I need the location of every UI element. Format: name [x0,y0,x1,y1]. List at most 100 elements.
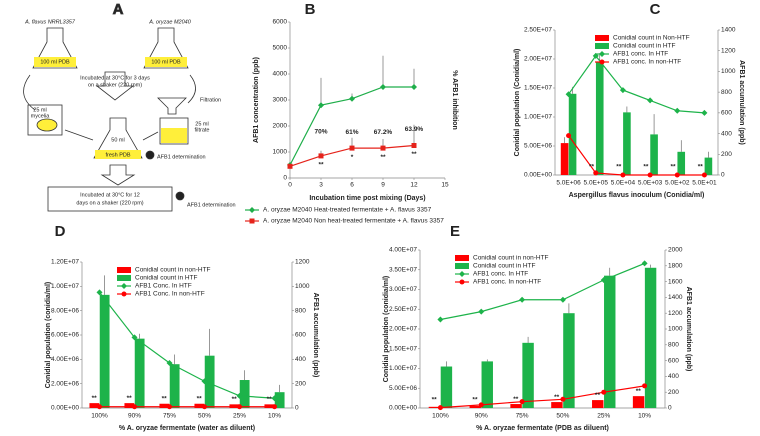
y-tick-label: 3.00E+07 [389,286,417,293]
y-axis-label: Conidial population (conidia/ml) [383,276,390,383]
legend-swatch [455,255,469,261]
y-tick-label: 2.50E+07 [389,306,417,313]
bar [704,157,713,175]
label: Filtration [200,97,221,103]
marker [601,389,607,395]
bar [592,400,604,408]
x-tick-label: 90% [475,413,488,420]
marker [620,172,626,178]
legend-label: Conidial count in HTF [473,263,536,270]
legend-marker [121,283,127,289]
y2-axis-label: % AFB1 inhibition [451,70,458,130]
legend-swatch [595,35,609,41]
bar [134,338,145,408]
y-tick-label: 1.00E+07 [389,365,417,372]
bar [510,404,522,408]
marker [318,153,324,159]
legend-label: AFB1 conc. In HTF [613,51,668,58]
label: Incubated at 30°C for 3 days [80,75,150,81]
marker [166,359,173,366]
marker [271,395,278,402]
legend-marker [599,59,605,65]
arrow [23,74,196,111]
bar [677,151,686,175]
legend-label: AFB1 conc. In HTF [473,271,528,278]
marker [519,399,525,405]
y-tick-label: 3000 [273,97,288,104]
y2-tick-label: 600 [721,110,732,117]
marker [349,145,355,151]
y2-tick-label: 1600 [668,278,683,285]
label: 25 ml [195,121,208,127]
bar [169,364,180,408]
marker [132,404,137,410]
significance: ** [643,164,649,171]
legend-marker [249,218,255,224]
y2-tick-label: 1200 [668,310,683,317]
significance: ** [232,396,238,403]
flask [32,27,78,69]
x-tick-label: 10% [638,413,651,420]
marker [647,172,653,178]
inhibition-label: 67.2% [374,129,393,136]
x-tick-label: 3 [319,182,323,189]
flask [93,117,143,159]
x-tick-label: 6 [350,182,354,189]
legend-swatch [117,275,131,281]
legend-label: A. oryzae M2040 Non heat-treated ferment… [263,218,444,225]
label: on a shaker (220 rpm) [88,82,142,88]
x-tick-label: 50% [556,413,569,420]
label: Incubated at 30°C for 12 [80,192,140,198]
y2-tick-label: 800 [668,342,679,349]
x-tick-label: 5.0E+05 [584,180,609,187]
marker [380,145,386,151]
label: A. flavus NRRL3357 [24,19,76,25]
x-tick-label: 10% [268,413,281,420]
marker [237,404,242,410]
marker [437,316,444,323]
pin-icon [145,150,155,160]
marker [478,402,484,408]
label: fresh PDB [105,152,130,158]
y-axis-label: AFB1 concentration (ppb) [253,57,260,143]
x-tick-label: 9 [381,182,385,189]
y2-axis-label: AFB1 accumulation (ppb) [312,293,319,378]
y2-tick-label: 200 [721,151,732,158]
legend-label: A. oryzae M2040 Heat-treated fermentate … [263,207,432,214]
x-tick-label: 15 [441,182,449,189]
x-tick-label: 0 [288,182,292,189]
marker [201,378,208,385]
y-tick-label: 1.00E+07 [524,114,552,121]
bar [440,366,453,408]
arrow [95,71,135,101]
significance: ** [698,164,704,171]
bar [428,406,441,408]
y2-tick-label: 0 [295,405,299,412]
line [99,292,275,399]
marker [566,133,572,139]
medium [145,57,187,67]
marker [619,87,626,94]
diagram-a-text: A. flavus NRRL3357 A. oryzae M2040 100 m… [24,19,236,208]
significance: ** [318,162,324,169]
x-tick-label: 5.0E+04 [611,180,636,187]
x-tick-label: 12 [410,182,418,189]
marker [701,109,708,116]
line [440,262,645,321]
x-axis-label: Aspergillus flavus inoculum (Conidia/ml) [569,192,705,199]
y-tick-label: 3.50E+07 [389,266,417,273]
legend-label: AFB1 Conc. In non-HTF [135,291,205,298]
significance: ** [127,395,133,402]
y-tick-label: 6.00E+06 [51,332,79,339]
bar [623,112,631,175]
significance: ** [671,164,677,171]
x-tick-label: 75% [516,413,529,420]
y-tick-label: 5.00E+06 [389,385,417,392]
bar [239,380,250,408]
legend-marker [249,207,255,213]
y-tick-label: 2.50E+07 [524,27,552,34]
marker [674,172,680,178]
legend-label: Conidial count in non-HTF [473,255,549,262]
y-tick-label: 2.00E+06 [51,380,79,387]
marker [559,296,566,303]
